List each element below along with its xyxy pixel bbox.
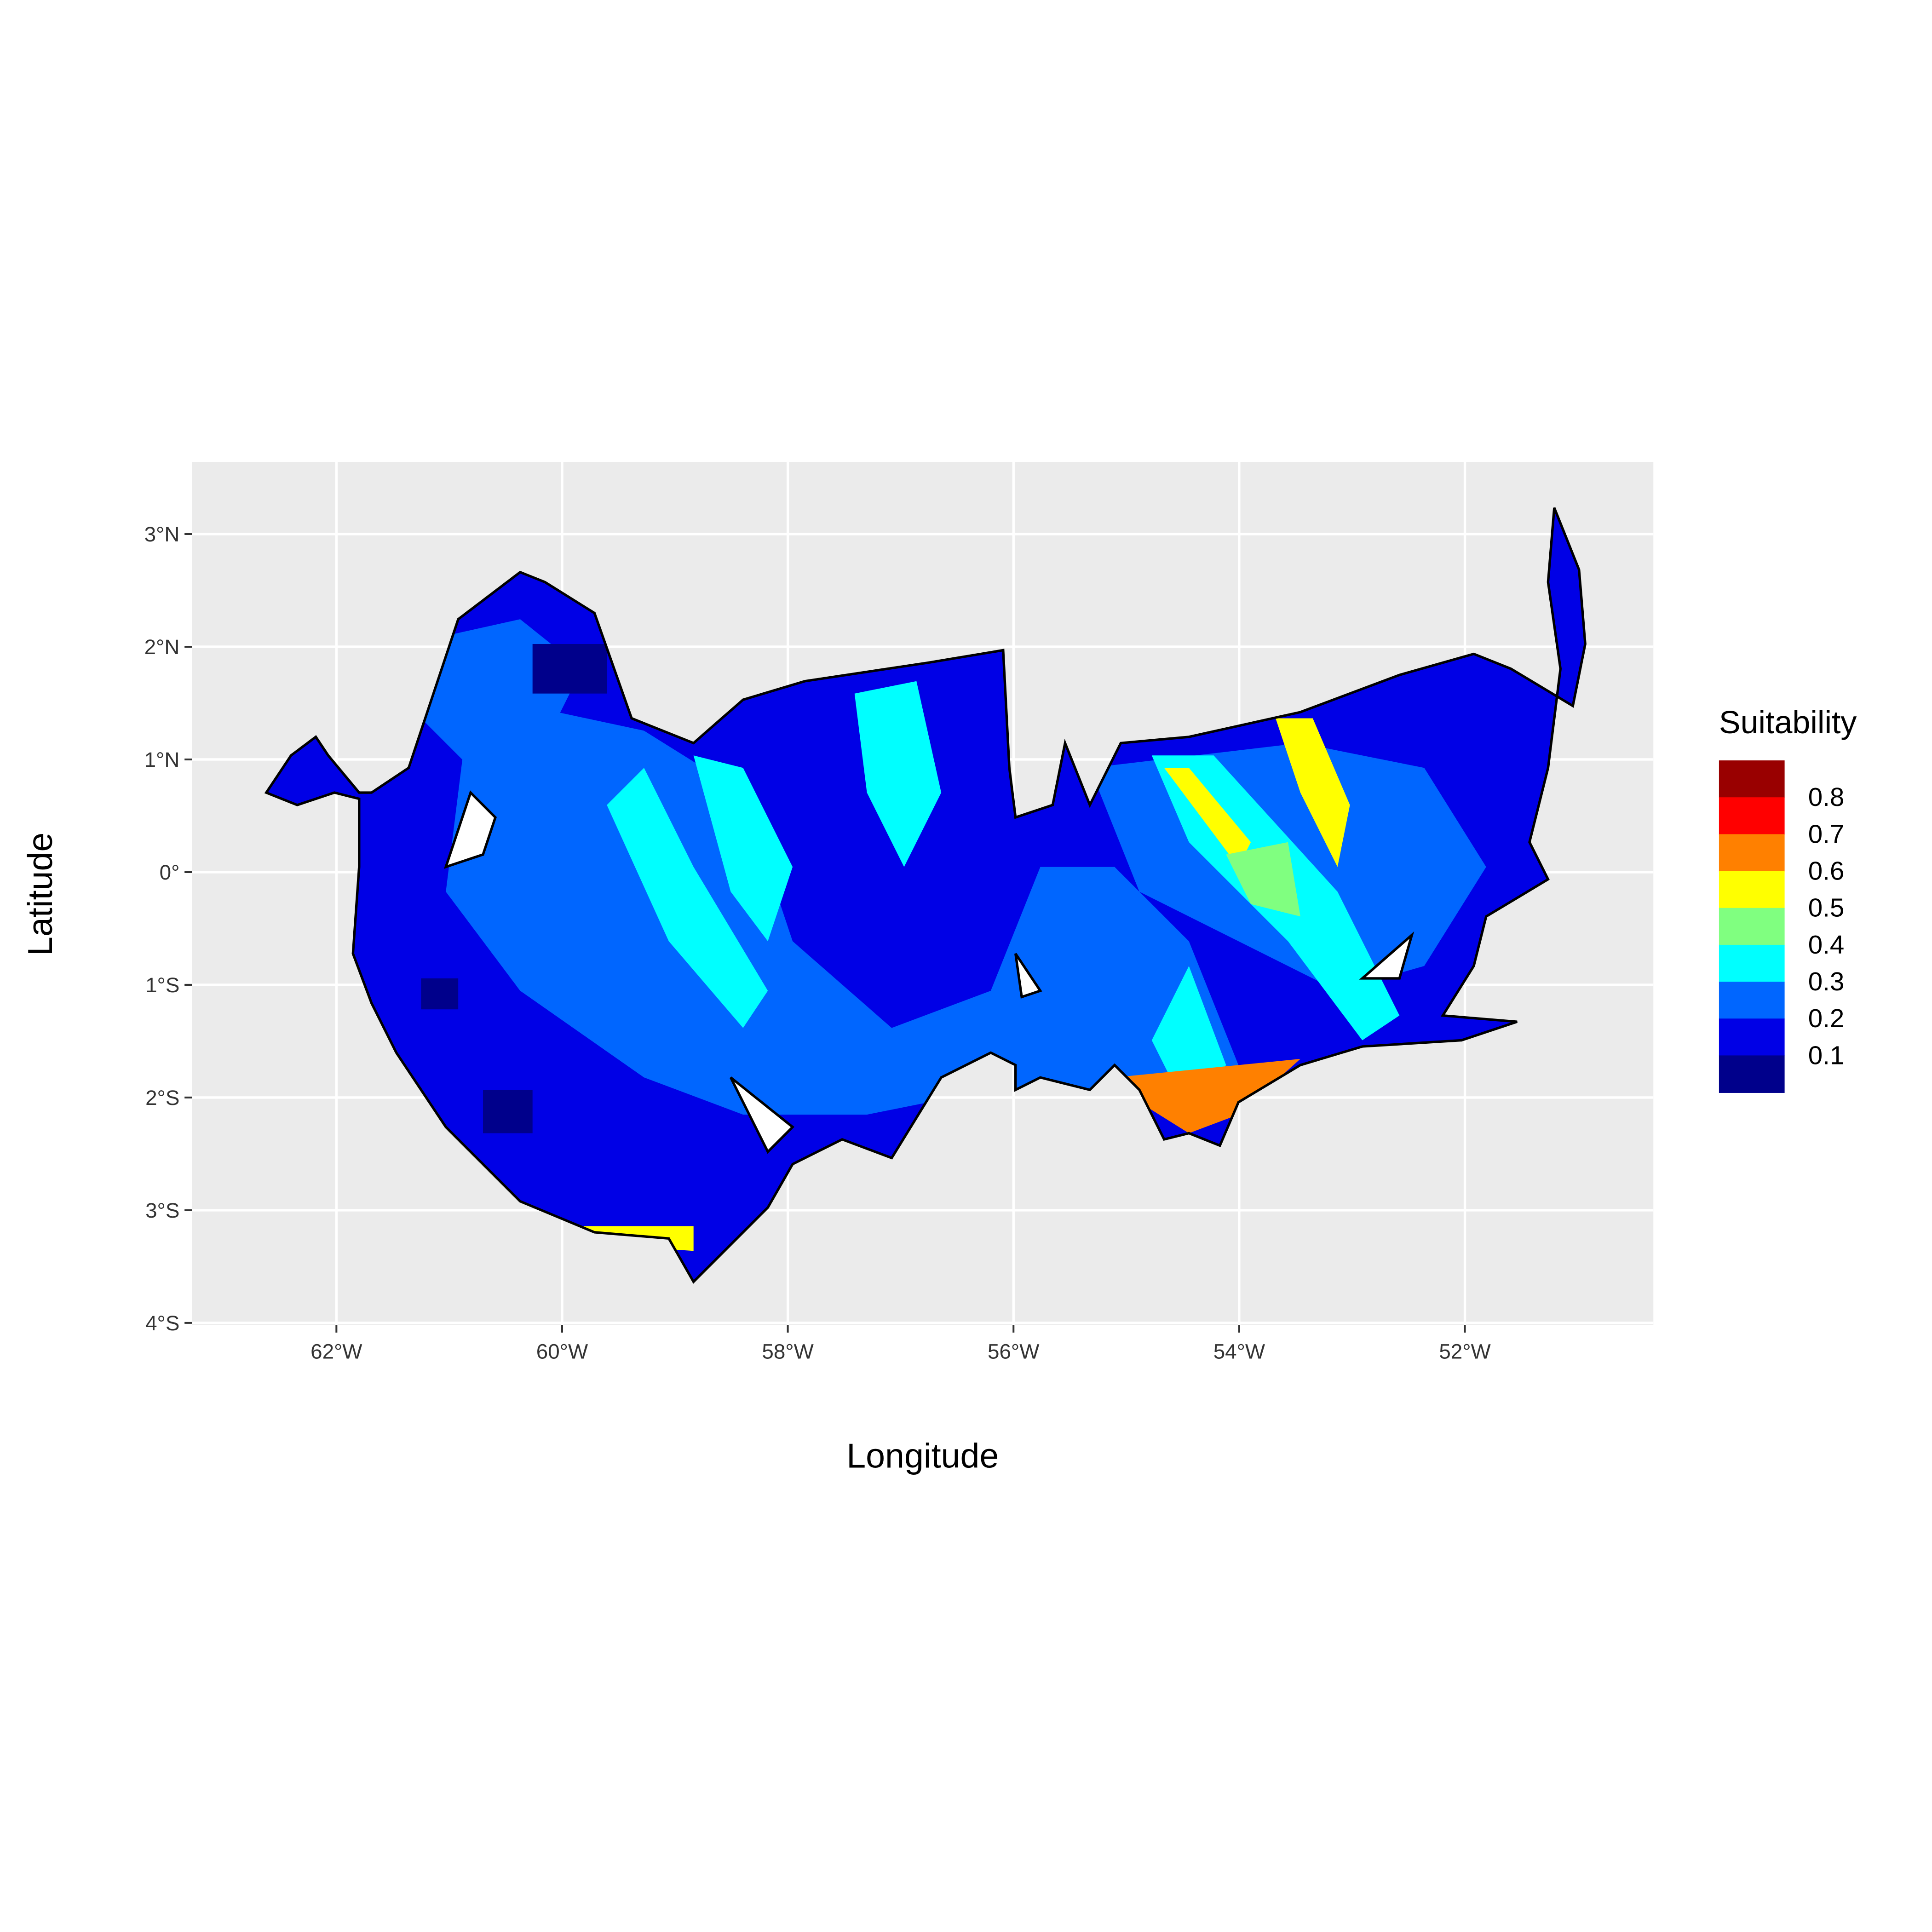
raster-zone [1115,1058,1300,1133]
legend-swatch [1719,760,1785,798]
legend-swatch [1719,797,1785,835]
raster-zone [421,978,459,1010]
legend: Suitability 0.8 0.7 0.6 0.5 0.4 0.3 0.2 0.1 [1719,704,1857,1093]
axes: 62°W 60°W 58°W 56°W 54°W 52°W 3°N 2°N 1°N 0° 1°S 2°… [144,523,1491,1363]
raster-zone [532,644,607,694]
legend-label: 0.5 [1808,893,1845,922]
raster-zone [1276,718,1350,867]
legend-swatch [1719,1018,1785,1056]
legend-label: 0.6 [1808,856,1845,885]
raster-zone [1164,768,1251,867]
y-tick-label: 3°N [144,523,180,546]
y-tick-label: 2°S [145,1086,179,1110]
legend-label: 0.7 [1808,819,1845,848]
y-tick-label: 1°S [145,973,179,997]
legend-swatch [1719,908,1785,946]
x-tick-label: 60°W [536,1340,588,1363]
raster-zone [693,755,793,942]
y-tick-label: 2°N [144,635,180,659]
x-tick-label: 56°W [988,1340,1040,1363]
raster-zone [483,1090,533,1133]
raster-zone [854,681,942,867]
y-axis-title: Latitude [21,833,59,956]
plot: 62°W 60°W 58°W 56°W 54°W 52°W 3°N 2°N 1°N 0° 1°S 2°… [21,462,1857,1475]
legend-swatch [1719,982,1785,1019]
x-tick-label: 52°W [1439,1340,1491,1363]
x-tick-label: 58°W [762,1340,814,1363]
raster-zone [607,768,768,1028]
legend-swatch [1719,834,1785,872]
legend-label: 0.1 [1808,1041,1845,1070]
legend-label: 0.3 [1808,967,1845,996]
legend-label: 0.2 [1808,1004,1845,1033]
raster-zone [1226,842,1300,917]
legend-title: Suitability [1719,704,1857,740]
legend-swatch [1719,871,1785,909]
x-axis-title: Longitude [846,1436,999,1475]
y-tick-label: 1°N [144,748,180,771]
y-tick-label: 0° [160,861,180,884]
y-tick-label: 3°S [145,1199,179,1222]
legend-swatch [1719,1055,1785,1093]
legend-swatch [1719,944,1785,983]
x-tick-label: 62°W [310,1340,362,1363]
legend-label: 0.4 [1808,930,1845,959]
x-tick-label: 54°W [1213,1340,1265,1363]
legend-label: 0.8 [1808,782,1845,811]
water-body [443,790,1414,1154]
y-tick-label: 4°S [145,1311,179,1335]
